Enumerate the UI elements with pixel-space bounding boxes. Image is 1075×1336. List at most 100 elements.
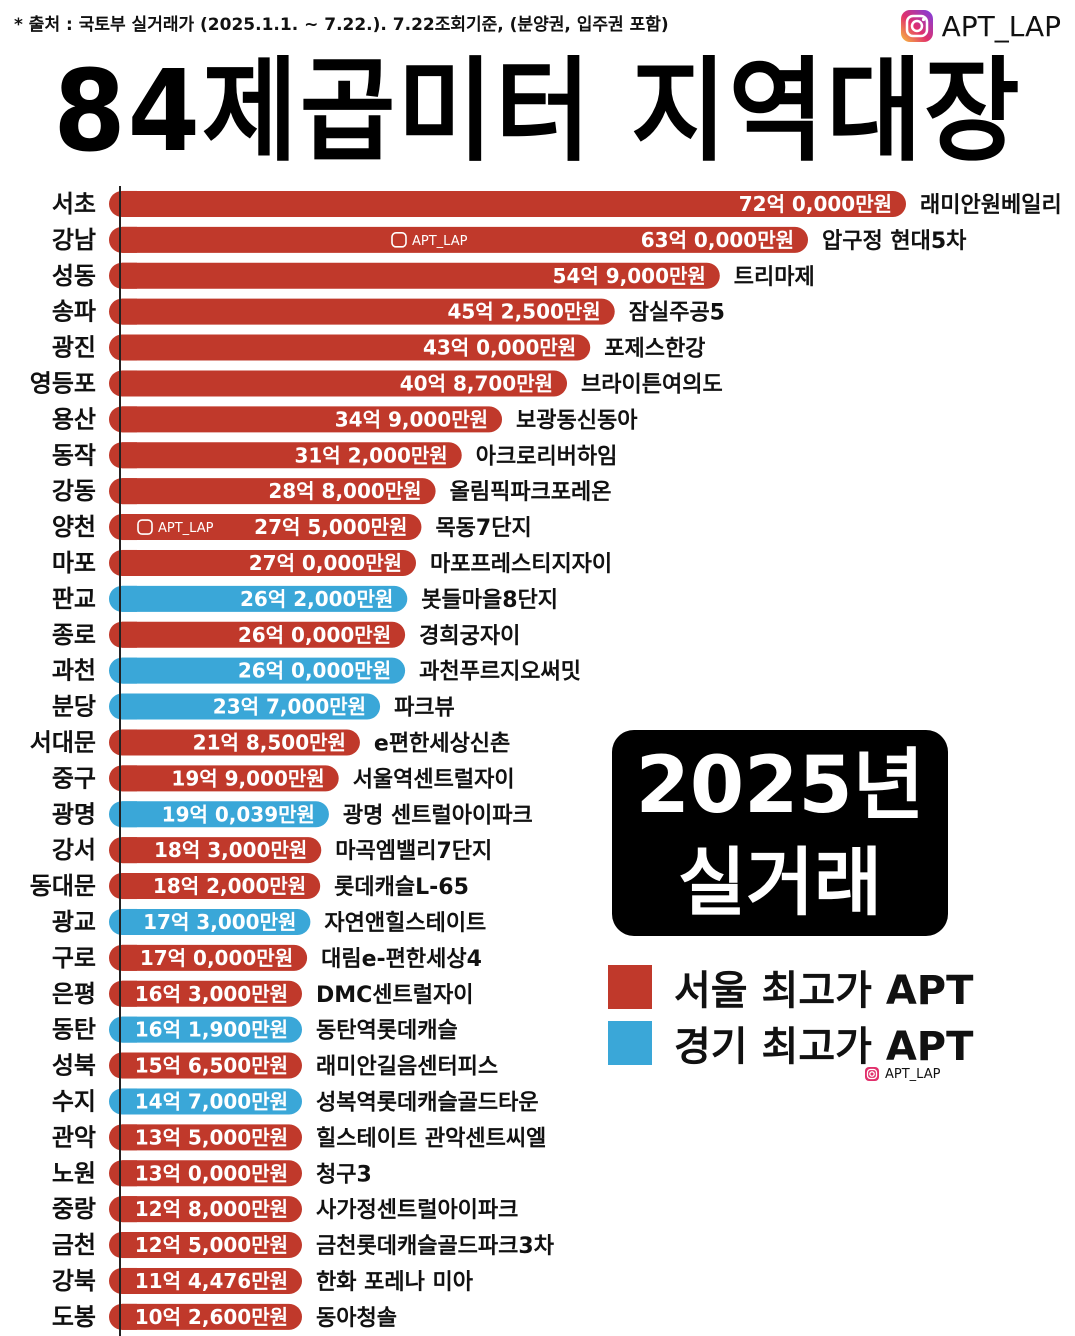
apartment-label: 파크뷰 <box>394 696 455 721</box>
region-label: 강북 <box>52 1267 96 1295</box>
apartment-label: 압구정 현대5차 <box>822 229 967 254</box>
region-label: 동작 <box>52 441 96 469</box>
value-label: 17억 3,000만원 <box>143 910 296 934</box>
bar <box>109 657 406 684</box>
region-label: 서대문 <box>30 728 96 756</box>
source-note: * 출처 : 국토부 실거래가 (2025.1.1. ~ 7.22.). 7.2… <box>14 15 669 35</box>
apartment-label: DMC센트럴자이 <box>316 983 474 1008</box>
apartment-label: 과천푸르지오써밋 <box>419 660 581 685</box>
value-label: 45억 2,500만원 <box>447 300 600 324</box>
instagram-icon <box>900 10 933 42</box>
legend-swatch-gyeonggi <box>608 1021 652 1065</box>
apartment-label: 롯데캐슬L-65 <box>334 875 469 900</box>
bar-base <box>122 298 137 325</box>
bar <box>109 585 408 612</box>
value-label: 28억 8,000만원 <box>268 479 421 503</box>
apartment-label: 아크로리버하임 <box>476 444 618 469</box>
value-label: 16억 1,900만원 <box>135 1018 288 1042</box>
value-label: 18억 3,000만원 <box>154 838 307 862</box>
apartment-label: 경희궁자이 <box>419 624 520 649</box>
bar <box>109 406 503 433</box>
year-badge-label: 실거래 <box>677 840 883 926</box>
bar-base <box>122 585 137 612</box>
region-label: 강남 <box>52 226 96 254</box>
watermark-text: APT_LAP <box>412 234 468 249</box>
apartment-label: 광명 센트럴아이파크 <box>343 803 533 828</box>
apartment-label: 보광동신동아 <box>516 408 638 433</box>
apartment-label: 동탄역롯데캐슬 <box>316 1019 458 1044</box>
bar-base <box>122 370 137 397</box>
region-label: 관악 <box>52 1123 96 1151</box>
apartment-label: 사가정센트럴아이파크 <box>316 1198 518 1223</box>
bar-base <box>122 765 137 792</box>
apartment-label: 래미안길음센터피스 <box>316 1055 498 1080</box>
region-label: 성북 <box>52 1052 96 1080</box>
apartment-label: 대림e-편한세상4 <box>321 947 482 972</box>
bar <box>109 226 808 253</box>
value-label: 31억 2,000만원 <box>294 443 447 467</box>
bar-base <box>122 549 137 576</box>
value-label: 16억 3,000만원 <box>135 982 288 1006</box>
value-label: 14억 7,000만원 <box>135 1089 288 1113</box>
bar <box>109 980 302 1007</box>
value-label: 27억 0,000만원 <box>249 551 402 575</box>
legend-label-gyeonggi: 경기 최고가 APT <box>674 1024 974 1070</box>
brand[interactable]: APT_LAP <box>900 6 1061 46</box>
apartment-label: 청구3 <box>316 1162 372 1187</box>
bar-base <box>122 1267 137 1294</box>
bar-base <box>122 1088 137 1115</box>
bar <box>109 621 406 648</box>
region-label: 영등포 <box>30 369 96 397</box>
apartment-label: 래미안원베일리 <box>920 193 1062 218</box>
region-label: 도봉 <box>52 1303 96 1331</box>
region-label: 송파 <box>52 298 96 326</box>
watermark: APT_LAP <box>864 1066 940 1082</box>
region-label: 과천 <box>52 657 96 685</box>
region-label: 양천 <box>52 513 96 541</box>
value-label: 72억 0,000만원 <box>739 192 892 216</box>
bar-base <box>122 1196 137 1223</box>
apartment-label: 봇들마을8단지 <box>421 588 558 613</box>
value-label: 43억 0,000만원 <box>423 336 576 360</box>
bar <box>109 908 311 935</box>
region-label: 동대문 <box>30 872 96 900</box>
value-label: 13억 5,000만원 <box>135 1125 288 1149</box>
bar <box>109 370 568 397</box>
bar <box>109 1052 302 1079</box>
region-label: 광명 <box>52 800 96 828</box>
watermark-instagram-icon <box>137 519 153 535</box>
legend-swatch-seoul <box>608 965 652 1009</box>
bar-base <box>122 478 137 505</box>
apartment-label: 마곡엠밸리7단지 <box>335 839 492 864</box>
value-label: 26억 0,000만원 <box>238 659 391 683</box>
apartment-label: e편한세상신촌 <box>374 731 510 756</box>
region-label: 마포 <box>52 549 96 577</box>
value-label: 23억 7,000만원 <box>213 695 366 719</box>
region-label: 동탄 <box>52 1016 96 1044</box>
bar <box>109 801 329 828</box>
region-label: 종로 <box>52 621 96 649</box>
bar-base <box>122 190 137 217</box>
bar-base <box>122 729 137 756</box>
bar <box>109 514 422 541</box>
bar-base <box>122 944 137 971</box>
value-label: 10억 2,600만원 <box>135 1305 288 1329</box>
bar-base <box>122 621 137 648</box>
value-label: 27억 5,000만원 <box>254 515 407 539</box>
bar <box>109 1016 302 1043</box>
region-label: 은평 <box>52 980 96 1008</box>
region-label: 노원 <box>52 1159 96 1187</box>
region-label: 중구 <box>52 764 96 792</box>
watermark-text: APT_LAP <box>158 521 214 536</box>
bar <box>109 873 321 900</box>
year-badge-year: 2025년 <box>635 741 925 831</box>
region-label: 분당 <box>52 693 96 721</box>
bar <box>109 837 322 864</box>
region-label: 강서 <box>52 836 96 864</box>
apartment-label: 올림픽파크포레온 <box>450 480 612 505</box>
bar <box>109 298 615 325</box>
bar-base <box>122 406 137 433</box>
apartment-label: 목동7단지 <box>435 516 531 541</box>
value-label: 17억 0,000만원 <box>140 946 293 970</box>
apartment-label: 마포프레스티지자이 <box>430 552 612 577</box>
